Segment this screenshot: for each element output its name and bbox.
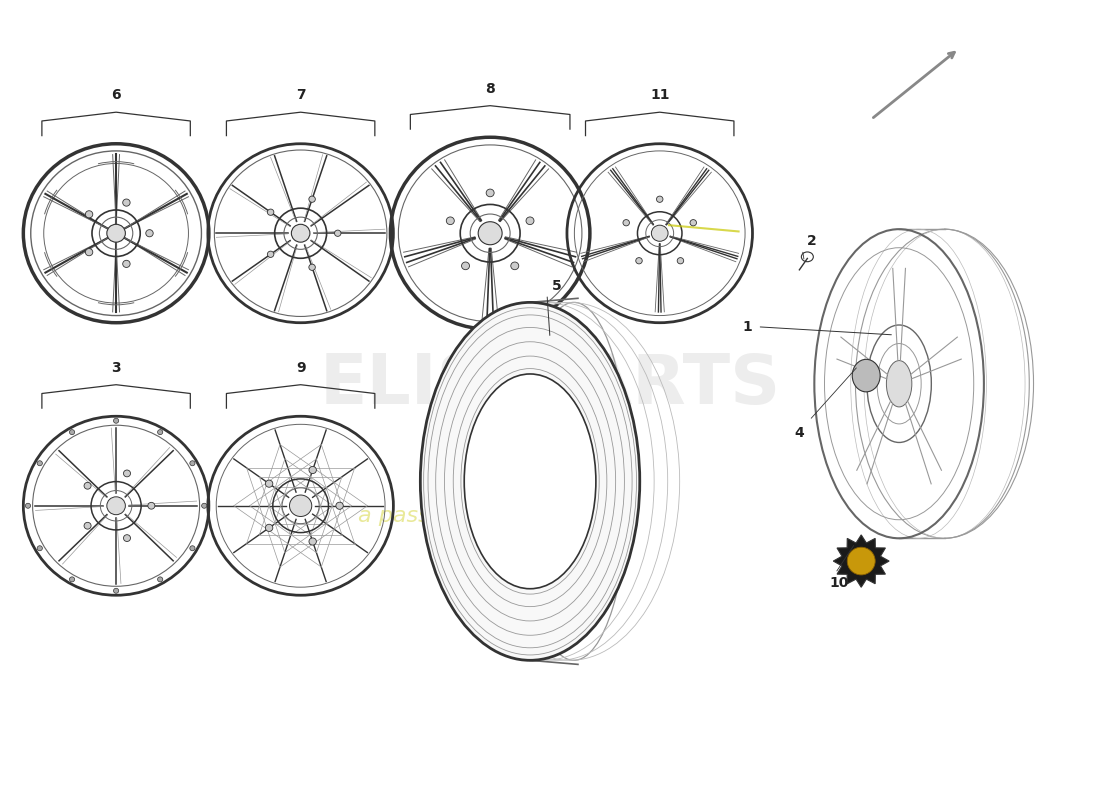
Ellipse shape xyxy=(887,361,912,407)
Ellipse shape xyxy=(190,546,195,550)
Ellipse shape xyxy=(847,547,876,575)
Ellipse shape xyxy=(526,217,534,225)
Ellipse shape xyxy=(84,482,91,489)
Ellipse shape xyxy=(462,262,470,270)
Ellipse shape xyxy=(123,199,130,206)
Text: 8: 8 xyxy=(485,82,495,96)
Ellipse shape xyxy=(69,430,75,434)
Text: 11: 11 xyxy=(650,88,670,102)
Text: 9: 9 xyxy=(296,361,306,374)
Ellipse shape xyxy=(265,480,273,487)
Text: 4: 4 xyxy=(794,426,804,439)
Ellipse shape xyxy=(157,430,163,434)
Ellipse shape xyxy=(113,418,119,423)
Ellipse shape xyxy=(636,258,642,264)
Ellipse shape xyxy=(157,577,163,582)
Text: 1: 1 xyxy=(742,320,752,334)
Ellipse shape xyxy=(123,260,130,267)
Ellipse shape xyxy=(309,466,317,474)
Polygon shape xyxy=(834,535,889,587)
Ellipse shape xyxy=(336,502,343,510)
Ellipse shape xyxy=(69,577,75,582)
Ellipse shape xyxy=(623,219,629,226)
Ellipse shape xyxy=(447,217,454,225)
Ellipse shape xyxy=(486,189,494,197)
Ellipse shape xyxy=(309,264,316,270)
Ellipse shape xyxy=(123,534,131,542)
Text: 3: 3 xyxy=(111,361,121,374)
Ellipse shape xyxy=(267,209,274,215)
Ellipse shape xyxy=(852,359,880,392)
Ellipse shape xyxy=(146,230,153,237)
Ellipse shape xyxy=(420,302,640,660)
Ellipse shape xyxy=(86,210,92,218)
Ellipse shape xyxy=(651,225,668,242)
Ellipse shape xyxy=(147,502,155,509)
Text: 2: 2 xyxy=(807,234,817,248)
Text: since 1985: since 1985 xyxy=(466,442,634,470)
Ellipse shape xyxy=(107,497,125,514)
Ellipse shape xyxy=(190,461,195,466)
Ellipse shape xyxy=(309,196,316,202)
Ellipse shape xyxy=(267,251,274,258)
Ellipse shape xyxy=(289,495,311,517)
Text: 7: 7 xyxy=(296,88,306,102)
Ellipse shape xyxy=(309,538,317,545)
Ellipse shape xyxy=(334,230,341,236)
Ellipse shape xyxy=(265,524,273,531)
Ellipse shape xyxy=(123,470,131,477)
Ellipse shape xyxy=(25,503,31,508)
Ellipse shape xyxy=(292,224,310,242)
Ellipse shape xyxy=(84,522,91,529)
Text: 6: 6 xyxy=(111,88,121,102)
Ellipse shape xyxy=(113,588,119,594)
Ellipse shape xyxy=(86,249,92,256)
Text: ELISSPARTS: ELISSPARTS xyxy=(319,350,781,418)
Text: 5: 5 xyxy=(552,279,562,293)
Ellipse shape xyxy=(201,503,207,508)
Ellipse shape xyxy=(487,325,493,328)
Ellipse shape xyxy=(464,374,596,589)
Ellipse shape xyxy=(657,196,663,202)
Ellipse shape xyxy=(510,262,519,270)
Ellipse shape xyxy=(37,461,43,466)
Ellipse shape xyxy=(37,546,43,550)
Ellipse shape xyxy=(690,219,696,226)
Text: 10: 10 xyxy=(829,576,849,590)
Ellipse shape xyxy=(678,258,684,264)
Ellipse shape xyxy=(478,222,502,245)
Ellipse shape xyxy=(107,224,125,242)
Text: a passion for parts: a passion for parts xyxy=(359,506,566,526)
